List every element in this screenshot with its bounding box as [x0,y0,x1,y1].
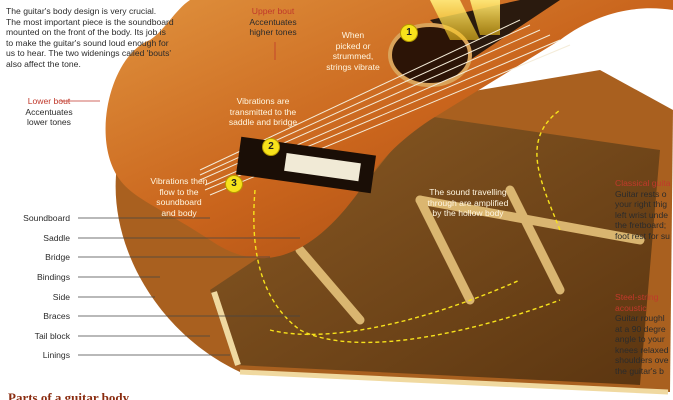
part-leaders [78,217,300,356]
part-label-tail-block: Tail block [34,331,70,341]
part-label-bridge: Bridge [45,252,70,262]
part-label-soundboard: Soundboard [23,213,70,223]
steel-string-callout: Steel-string acoustic Guitar roughl at a… [615,292,669,376]
soundboard-top [105,0,673,259]
part-label-saddle: Saddle [43,233,70,243]
step-1-badge: 1 [400,24,418,42]
part-label-linings: Linings [42,350,70,360]
part-label-side: Side [52,292,70,302]
bottom-heading: Parts of a guitar body [8,390,130,400]
sound-path [253,109,561,344]
braces [295,185,645,325]
hollow-body-interior [210,115,660,385]
step-2-badge: 2 [262,138,280,156]
step-3-text: Vibrations then flow to the soundboard a… [150,176,208,218]
linings [211,291,241,366]
hollow-body-text: The sound travelling through are amplifi… [427,187,509,218]
bindings [239,369,669,395]
saddle [284,152,361,182]
upper-bout-callout: Upper bout Accentuates higher tones [249,6,297,37]
step-3-badge: 3 [225,175,243,193]
part-label-braces: Braces [43,311,70,321]
intro-text: The guitar's body design is very crucial… [6,6,174,69]
step-1-text: When picked or strummed, strings vibrate [326,30,380,72]
lower-bout-callout: Lower bout Accentuates lower tones [25,96,73,127]
part-label-bindings: Bindings [37,272,70,282]
step-2-text: Vibrations are transmitted to the saddle… [228,96,298,127]
classical-guitar-callout: Classical guita Guitar rests o your righ… [615,178,671,241]
vibration-beams [430,0,500,40]
